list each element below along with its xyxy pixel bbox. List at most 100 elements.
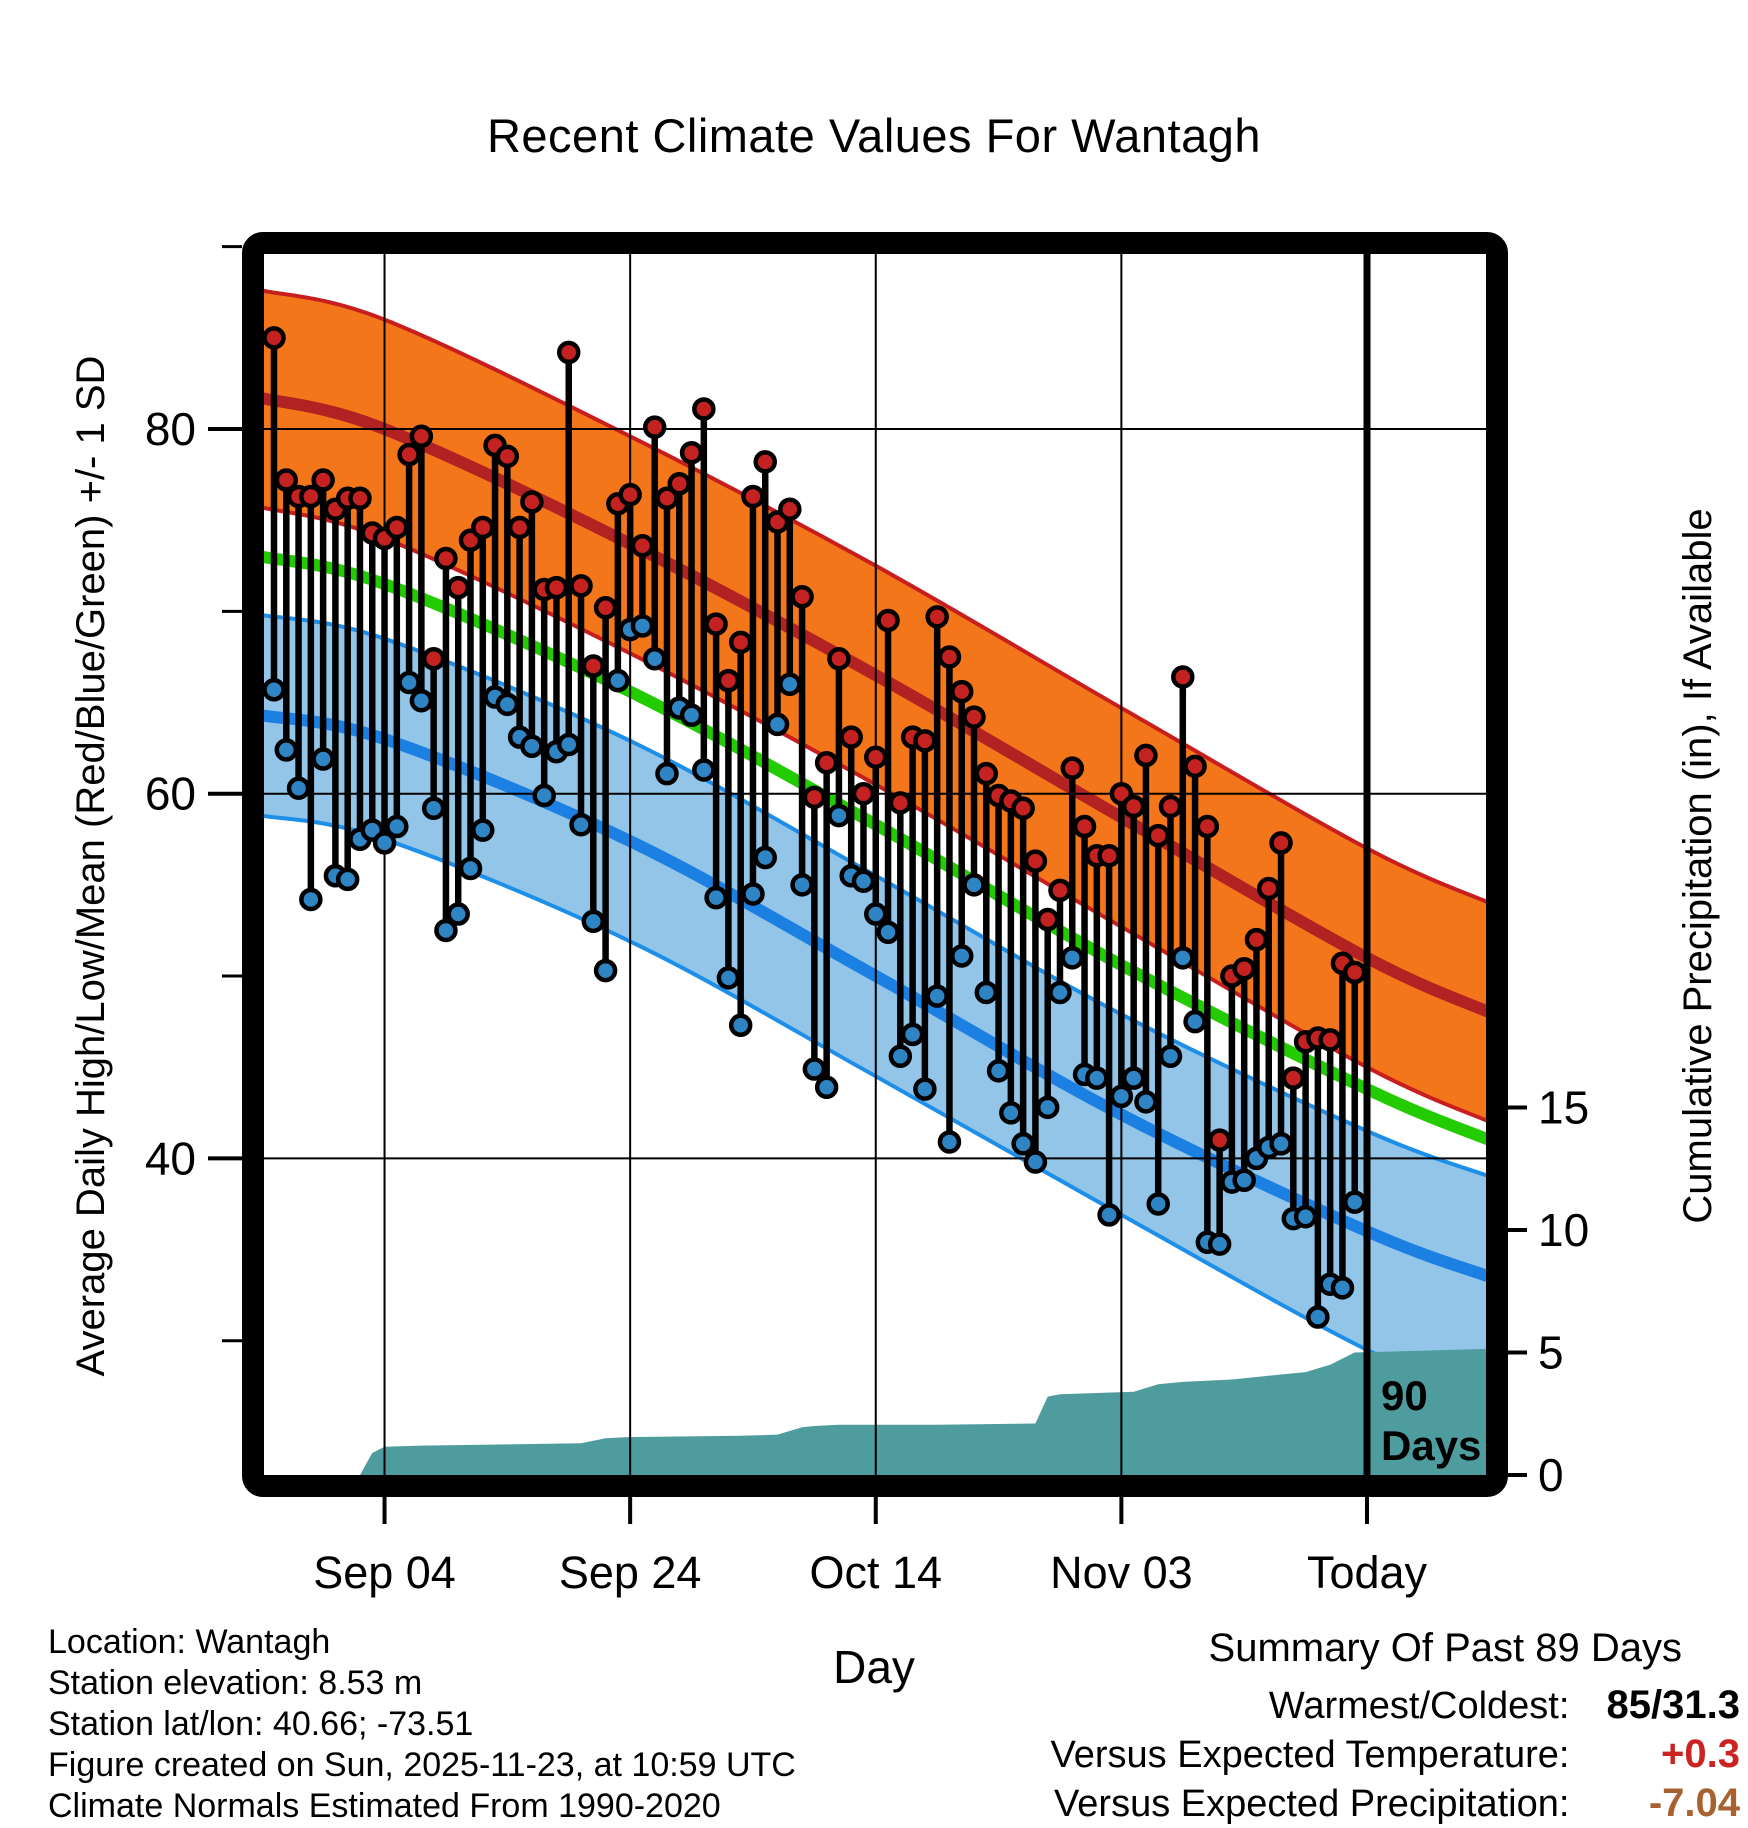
high-dot: [778, 497, 802, 521]
high-dot: [1011, 796, 1035, 821]
low-dot: [728, 1013, 753, 1038]
low-dot: [962, 873, 986, 897]
high-dot: [520, 490, 544, 514]
low-dot: [593, 958, 618, 983]
right-tick-label: 10: [1538, 1204, 1589, 1256]
high-dot: [790, 585, 814, 609]
x-tick-label: Today: [1307, 1547, 1428, 1598]
low-dot: [311, 747, 335, 771]
low-dot: [1060, 946, 1085, 970]
high-dot: [1232, 957, 1256, 981]
high-dot: [692, 397, 716, 421]
right-tick-label: 0: [1538, 1449, 1564, 1501]
high-dot: [1342, 960, 1367, 985]
low-dot: [434, 918, 458, 943]
low-dot: [888, 1044, 913, 1069]
low-dot: [753, 845, 777, 870]
low-dot: [851, 869, 876, 893]
low-dot: [335, 867, 360, 892]
x-axis-title: Day: [833, 1641, 915, 1693]
high-dot: [753, 450, 777, 474]
high-dot: [716, 668, 741, 693]
low-dot: [655, 761, 679, 786]
low-dot: [778, 672, 802, 697]
high-dot: [409, 424, 434, 449]
station-elevation: Station elevation: 8.53 m: [48, 1664, 423, 1702]
high-dot: [888, 791, 913, 815]
low-dot: [421, 796, 446, 821]
summary-label: Warmest/Coldest:: [1268, 1685, 1570, 1727]
figure-created: Figure created on Sun, 2025-11-23, at 10…: [48, 1746, 796, 1784]
low-dot: [556, 732, 581, 757]
low-dot: [1023, 1150, 1048, 1174]
summary-value: +0.3: [1661, 1732, 1740, 1776]
low-dot: [704, 885, 728, 910]
high-dot: [876, 608, 900, 633]
high-dot: [544, 575, 569, 600]
low-dot: [1306, 1305, 1330, 1329]
low-dot: [532, 783, 556, 808]
summary-label: Versus Expected Temperature:: [1050, 1734, 1570, 1776]
low-dot: [1183, 1009, 1207, 1034]
low-dot: [1342, 1190, 1367, 1214]
high-dot: [1072, 814, 1097, 839]
high-dot: [274, 468, 299, 492]
station-info: Location: Wantagh Station elevation: 8.5…: [48, 1622, 796, 1827]
high-dot: [1023, 849, 1048, 873]
high-dot: [827, 647, 851, 671]
low-dot: [986, 1059, 1011, 1083]
low-dot: [495, 692, 520, 717]
summary-label: Versus Expected Precipitation:: [1054, 1783, 1570, 1825]
high-dot: [802, 785, 827, 810]
period-label-days: Days: [1381, 1422, 1481, 1469]
high-dot: [864, 745, 888, 769]
high-dot: [556, 340, 581, 365]
high-dot: [593, 595, 618, 620]
low-dot: [1085, 1066, 1109, 1090]
high-dot: [1183, 754, 1207, 779]
low-dot: [520, 734, 544, 759]
low-dot: [1048, 980, 1072, 1005]
low-dot: [1293, 1205, 1318, 1229]
high-dot: [814, 750, 839, 775]
high-dot: [434, 546, 458, 571]
high-dot: [507, 515, 532, 540]
low-dot: [385, 814, 409, 839]
summary-row-vs-temperature: Versus Expected Temperature: +0.3: [1051, 1730, 1740, 1779]
high-dot: [1060, 756, 1085, 780]
low-dot: [1158, 1044, 1183, 1069]
low-dot: [814, 1075, 839, 1100]
low-dot: [925, 984, 949, 1008]
high-dot: [679, 440, 704, 465]
low-dot: [876, 920, 900, 945]
low-dot: [274, 738, 299, 762]
low-dot: [864, 902, 888, 926]
station-latlon: Station lat/lon: 40.66; -73.51: [48, 1705, 474, 1743]
high-dot: [1318, 1028, 1342, 1052]
low-dot: [299, 887, 323, 912]
low-dot: [630, 614, 655, 638]
high-dot: [569, 574, 593, 598]
x-tick-label: Nov 03: [1050, 1547, 1193, 1598]
low-dot: [372, 831, 397, 855]
high-dot: [1048, 878, 1072, 903]
high-dot: [925, 605, 949, 629]
high-dot: [962, 705, 986, 729]
low-dot: [1269, 1132, 1293, 1156]
low-dot: [569, 812, 593, 837]
low-dot: [827, 803, 851, 828]
summary-block: Summary Of Past 89 Days Warmest/Coldest:…: [1051, 1626, 1740, 1828]
high-dot: [1158, 794, 1183, 819]
low-dot: [1171, 946, 1195, 970]
high-dot: [1146, 823, 1170, 848]
high-dot: [618, 482, 642, 507]
high-dot: [728, 630, 753, 655]
high-dot: [1134, 743, 1158, 768]
high-dot: [1244, 927, 1269, 952]
high-dot: [851, 781, 876, 806]
low-dot: [286, 776, 311, 800]
high-dot: [1035, 907, 1060, 932]
low-dot: [1011, 1132, 1035, 1156]
low-dot: [606, 668, 630, 693]
low-dot: [999, 1101, 1023, 1125]
